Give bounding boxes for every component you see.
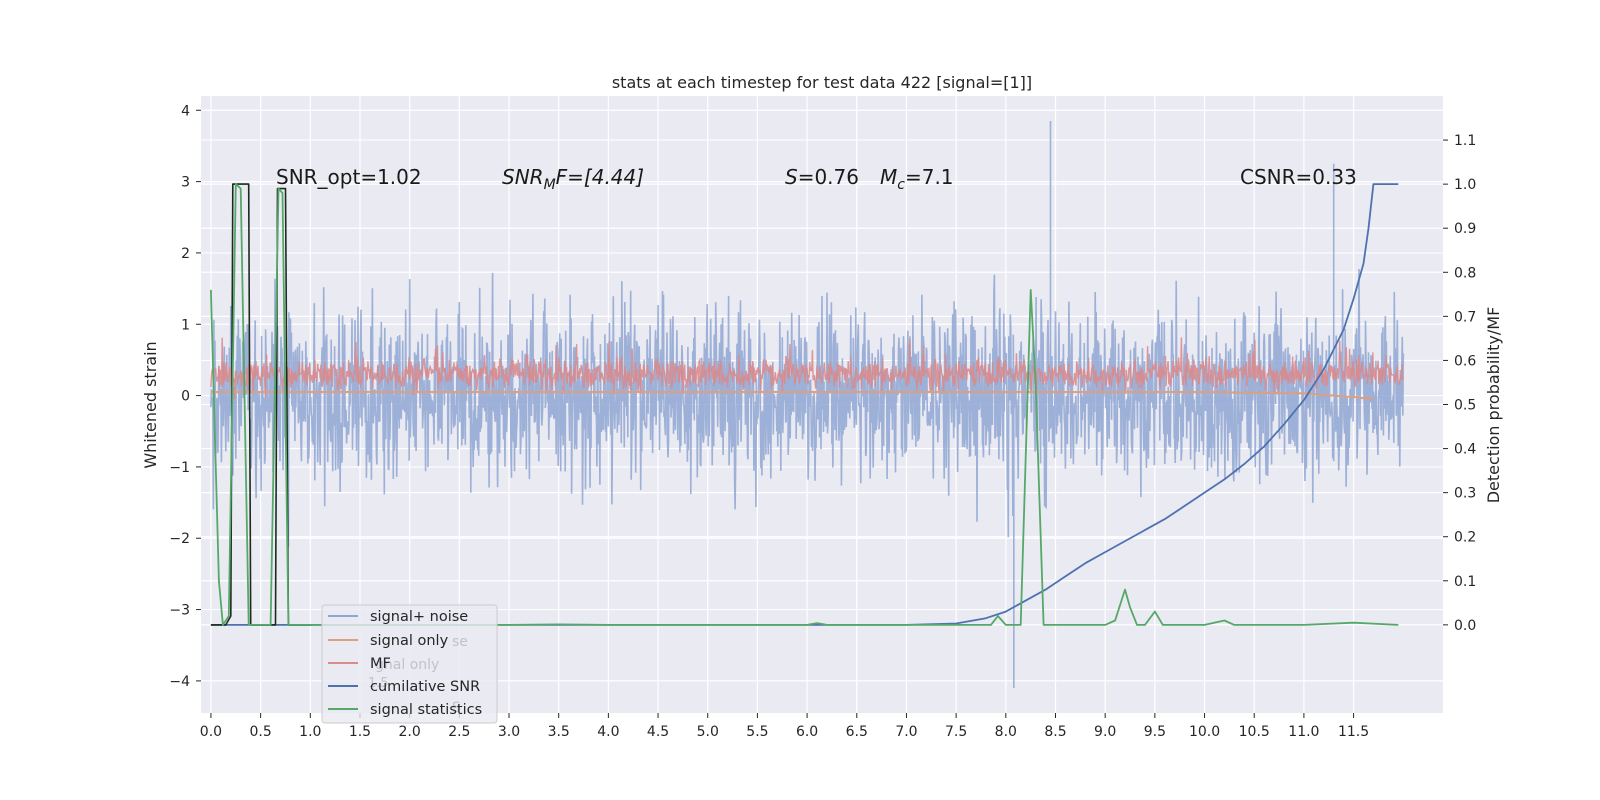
x-tick-label: 0.0 bbox=[200, 724, 222, 740]
y-tick-label: 3 bbox=[181, 175, 190, 191]
chart-title: stats at each timestep for test data 422… bbox=[612, 73, 1032, 92]
snr-mf-main: SNR bbox=[502, 165, 544, 189]
x-tick-label: 11.5 bbox=[1338, 724, 1369, 740]
x-tick-label: 5.0 bbox=[697, 724, 719, 740]
x-tick-label: 0.5 bbox=[249, 724, 271, 740]
y2-tick-label: 0.5 bbox=[1454, 398, 1476, 414]
svg-text:SNRMF=[4.44]: SNRMF=[4.44] bbox=[502, 165, 644, 193]
y2-tick-label: 0.1 bbox=[1454, 574, 1476, 590]
mc-symbol: M bbox=[880, 165, 897, 189]
y2-tick-label: 0.4 bbox=[1454, 442, 1476, 458]
y2-tick-label: 0.6 bbox=[1454, 353, 1476, 369]
legend-ghost-3: 1.5 bbox=[368, 676, 389, 691]
y-tick-label: −2 bbox=[169, 531, 190, 547]
x-tick-label: 10.0 bbox=[1189, 724, 1220, 740]
y-tick-label: 2 bbox=[181, 246, 190, 262]
signal-only-line bbox=[210, 391, 1374, 401]
annotation-s-mc: S=0.76 Mc=7.1 bbox=[785, 165, 954, 193]
svg-text:S=0.76: S=0.76 bbox=[785, 165, 859, 189]
x-tick-label: 6.0 bbox=[796, 724, 818, 740]
x-tick-label: 3.0 bbox=[498, 724, 520, 740]
x-tick-label: 6.5 bbox=[846, 724, 868, 740]
s-symbol: S bbox=[785, 165, 798, 189]
annotation-snr-mf: SNRMF=[4.44] bbox=[502, 165, 644, 193]
mc-sub: c bbox=[897, 177, 905, 193]
x-tick-label: 2.5 bbox=[448, 724, 470, 740]
x-tick-label: 2.0 bbox=[399, 724, 421, 740]
snr-mf-rest: F=[4.44] bbox=[556, 165, 644, 189]
legend-label: signal only bbox=[370, 633, 449, 649]
y-tick-label: −4 bbox=[169, 674, 190, 690]
legend-ghost-4: S bbox=[452, 700, 461, 716]
y-tick-label: 1 bbox=[181, 317, 190, 333]
x-tick-label: 5.5 bbox=[746, 724, 768, 740]
y-tick-label: 4 bbox=[181, 103, 190, 119]
x-tick-label: 1.0 bbox=[299, 724, 321, 740]
legend-label: cumilative SNR bbox=[370, 679, 480, 695]
s-value: =0.76 bbox=[798, 165, 859, 189]
mf-line bbox=[210, 337, 1404, 400]
y2-tick-label: 1.1 bbox=[1454, 133, 1476, 149]
y2-tick-label: 0.2 bbox=[1454, 530, 1476, 546]
y-axis-label: Whitened strain bbox=[141, 341, 160, 468]
y-tick-label: −3 bbox=[169, 603, 190, 619]
series-lines bbox=[210, 183, 1399, 626]
x-tick-label: 7.5 bbox=[945, 724, 967, 740]
y2-tick-label: 0.9 bbox=[1454, 221, 1476, 237]
y2-axis-label: Detection probability/MF bbox=[1484, 307, 1503, 504]
x-tick-label: 10.5 bbox=[1239, 724, 1270, 740]
mc-value: =7.1 bbox=[905, 165, 954, 189]
y2-tick-label: 0.7 bbox=[1454, 309, 1476, 325]
y2-tick-label: 0.0 bbox=[1454, 618, 1476, 634]
legend-ghost-1: se bbox=[452, 634, 468, 650]
x-tick-label: 7.0 bbox=[895, 724, 917, 740]
legend: se gnal only 1.5 S signal+ noise signal o… bbox=[321, 604, 498, 724]
legend-items: signal+ noise signal only MF cumilative SNR… bbox=[328, 609, 482, 718]
y2-tick-label: 0.3 bbox=[1454, 486, 1476, 502]
series-signal-noise bbox=[210, 121, 1405, 688]
x-tick-label: 8.5 bbox=[1044, 724, 1066, 740]
x-tick-label: 4.5 bbox=[647, 724, 669, 740]
x-tick-label: 9.5 bbox=[1144, 724, 1166, 740]
legend-box bbox=[321, 604, 498, 724]
x-tick-label: 4.0 bbox=[597, 724, 619, 740]
y2-tick-label: 0.8 bbox=[1454, 265, 1476, 281]
legend-label: MF bbox=[370, 656, 391, 672]
x-tick-label: 11.0 bbox=[1288, 724, 1319, 740]
annotation-snr-opt: SNR_opt=1.02 bbox=[276, 165, 422, 189]
y-tick-label: 0 bbox=[181, 389, 190, 405]
annotation-csnr: CSNR=0.33 bbox=[1240, 165, 1357, 189]
x-tick-label: 1.5 bbox=[349, 724, 371, 740]
legend-ghost-2: gnal only bbox=[375, 657, 439, 673]
x-tick-label: 8.0 bbox=[995, 724, 1017, 740]
y-tick-label: −1 bbox=[169, 460, 190, 476]
signal-statistics-line bbox=[210, 183, 1399, 626]
x-tick-label: 9.0 bbox=[1094, 724, 1116, 740]
legend-label: signal+ noise bbox=[370, 609, 468, 625]
y2-tick-label: 1.0 bbox=[1454, 177, 1476, 193]
legend-label: signal statistics bbox=[370, 702, 482, 718]
axis-ticks: 0.0 0.5 1.0 1.5 2.0 2.5 3.0 3.5 4.0 4.5 5.0 5.5 6.0 6… bbox=[169, 103, 1476, 740]
svg-text:Mc=7.1: Mc=7.1 bbox=[880, 165, 954, 193]
snr-mf-sub: M bbox=[544, 177, 556, 193]
x-tick-label: 3.5 bbox=[548, 724, 570, 740]
series-mf bbox=[210, 337, 1404, 400]
signal-noise-line bbox=[210, 121, 1405, 688]
